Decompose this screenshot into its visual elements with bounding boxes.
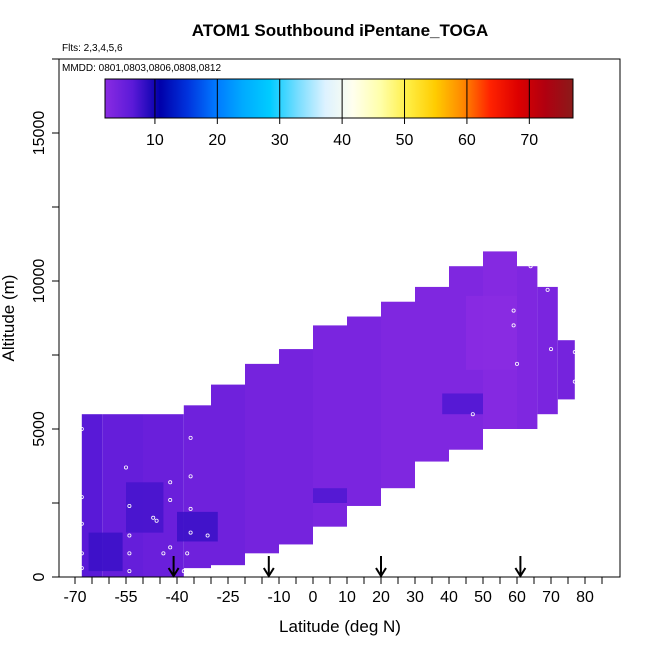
flights-label: Flts: 2,3,4,5,6 — [62, 43, 123, 54]
sample-point — [154, 518, 159, 523]
colorbar-tick-label: 30 — [271, 132, 289, 149]
heatmap-patch — [442, 393, 483, 415]
sample-point — [185, 551, 190, 556]
flight-arrow-head — [514, 567, 527, 578]
x-tick-label: 20 — [372, 589, 390, 606]
heatmap-cell — [517, 266, 538, 429]
colorbar-tick-label: 60 — [458, 132, 476, 149]
heatmap-patch — [126, 482, 164, 533]
sample-point — [528, 264, 533, 269]
sample-point — [79, 495, 84, 500]
heatmap-cell — [279, 349, 313, 545]
heatmap-cell — [381, 301, 415, 489]
x-tick-label: -70 — [63, 589, 86, 606]
sample-point — [79, 521, 84, 526]
x-tick-label: 60 — [508, 589, 526, 606]
sample-point — [168, 480, 173, 485]
heatmap-cell — [347, 316, 381, 506]
colorbar: 10 20 30 40 50 60 70 — [104, 78, 574, 149]
sample-point — [572, 350, 577, 355]
x-axis: -70 -55 -40 -25 -10 0 10 20 30 40 50 60 70 80 — [63, 577, 603, 606]
sample-point — [124, 465, 129, 470]
x-tick-label: 70 — [542, 589, 560, 606]
y-tick-label: 10000 — [31, 259, 48, 304]
sample-point — [161, 551, 166, 556]
heatmap-cell — [557, 340, 575, 400]
y-tick-label: 15000 — [31, 111, 48, 156]
y-axis: 0 5000 10000 15000 — [31, 58, 59, 581]
sample-point — [572, 379, 577, 384]
heatmap-cell — [245, 363, 279, 554]
plot-frame — [58, 58, 621, 578]
colorbar-tick-label: 10 — [146, 132, 164, 149]
dates-label: MMDD: 0801,0803,0806,0808,0812 — [62, 63, 221, 74]
chart-title: ATOM1 Southbound iPentane_TOGA — [192, 21, 489, 40]
heatmap-patch — [313, 488, 347, 503]
heatmap-layer — [81, 251, 575, 577]
sample-point — [127, 569, 132, 574]
colorbar-tick-label: 70 — [520, 132, 538, 149]
heatmap-patch — [88, 532, 123, 572]
x-tick-label: -10 — [267, 589, 290, 606]
sample-point — [188, 506, 193, 511]
x-tick-label: 0 — [309, 589, 318, 606]
sample-point — [168, 498, 173, 503]
sample-point — [181, 569, 186, 574]
sample-point — [470, 412, 475, 417]
sample-point — [168, 545, 173, 550]
sample-point — [511, 323, 516, 328]
sample-point — [515, 361, 520, 366]
sample-point — [127, 503, 132, 508]
flight-arrow-head — [262, 567, 275, 578]
colorbar-bar — [104, 78, 574, 119]
sample-points-layer — [79, 264, 577, 574]
heatmap-cell — [415, 286, 449, 462]
sample-point — [205, 533, 210, 538]
sample-point — [79, 426, 84, 431]
x-tick-label: -25 — [216, 589, 239, 606]
sample-point — [188, 435, 193, 440]
colorbar-tick-label: 20 — [208, 132, 226, 149]
x-tick-label: -55 — [114, 589, 137, 606]
heatmap-patch — [466, 295, 517, 370]
sample-point — [188, 474, 193, 479]
sample-point — [79, 566, 84, 571]
x-tick-label: 10 — [338, 589, 356, 606]
sample-point — [545, 287, 550, 292]
x-tick-label: 30 — [406, 589, 424, 606]
x-tick-label: -40 — [165, 589, 188, 606]
sample-point — [549, 347, 554, 352]
sample-point — [511, 308, 516, 313]
heatmap-cell — [537, 286, 558, 415]
y-tick-label: 5000 — [31, 411, 48, 447]
flight-arrow-head — [375, 567, 387, 578]
sample-point — [566, 435, 571, 440]
x-tick-label: 50 — [474, 589, 492, 606]
heatmap-cell — [183, 405, 211, 569]
sample-point — [79, 551, 84, 556]
heatmap-patch — [177, 511, 218, 542]
colorbar-tick-label: 40 — [333, 132, 351, 149]
y-axis-label: Altitude (m) — [0, 275, 18, 362]
sample-point — [127, 551, 132, 556]
flight-arrow-head — [167, 567, 180, 578]
x-tick-label: 40 — [440, 589, 458, 606]
y-tick-label: 0 — [31, 572, 48, 581]
flight-arrows-layer — [167, 556, 527, 578]
x-tick-label: 80 — [576, 589, 594, 606]
x-axis-label: Latitude (deg N) — [279, 617, 401, 636]
sample-point — [151, 515, 156, 520]
colorbar-tick-label: 50 — [396, 132, 414, 149]
sample-point — [188, 530, 193, 535]
sample-point — [127, 533, 132, 538]
